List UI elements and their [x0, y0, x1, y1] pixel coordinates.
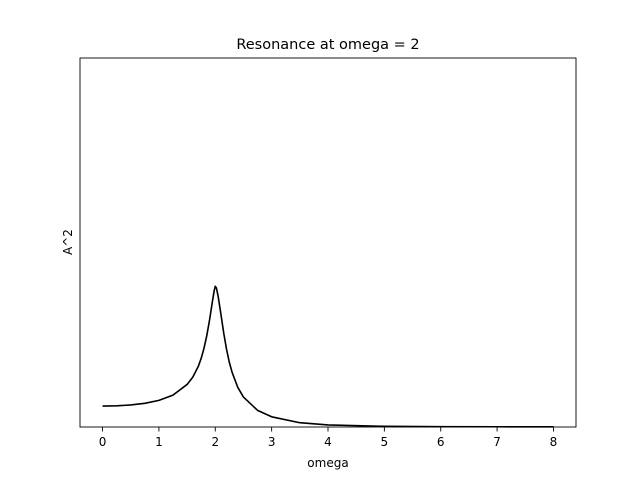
chart-title: Resonance at omega = 2 [236, 37, 419, 53]
x-axis-label: omega [307, 456, 348, 470]
x-tick-label: 8 [550, 435, 558, 449]
x-tick-label: 2 [211, 435, 219, 449]
x-tick-label: 1 [155, 435, 163, 449]
x-tick-label: 5 [381, 435, 389, 449]
y-axis-label: A^2 [61, 229, 75, 255]
series-line [102, 285, 554, 428]
x-tick-label: 4 [324, 435, 332, 449]
x-axis-ticks: 0 1 2 3 4 5 6 7 8 [99, 427, 558, 449]
x-tick-label: 0 [99, 435, 107, 449]
x-tick-label: 3 [268, 435, 276, 449]
x-tick-label: 6 [437, 435, 445, 449]
x-tick-label: 7 [493, 435, 501, 449]
